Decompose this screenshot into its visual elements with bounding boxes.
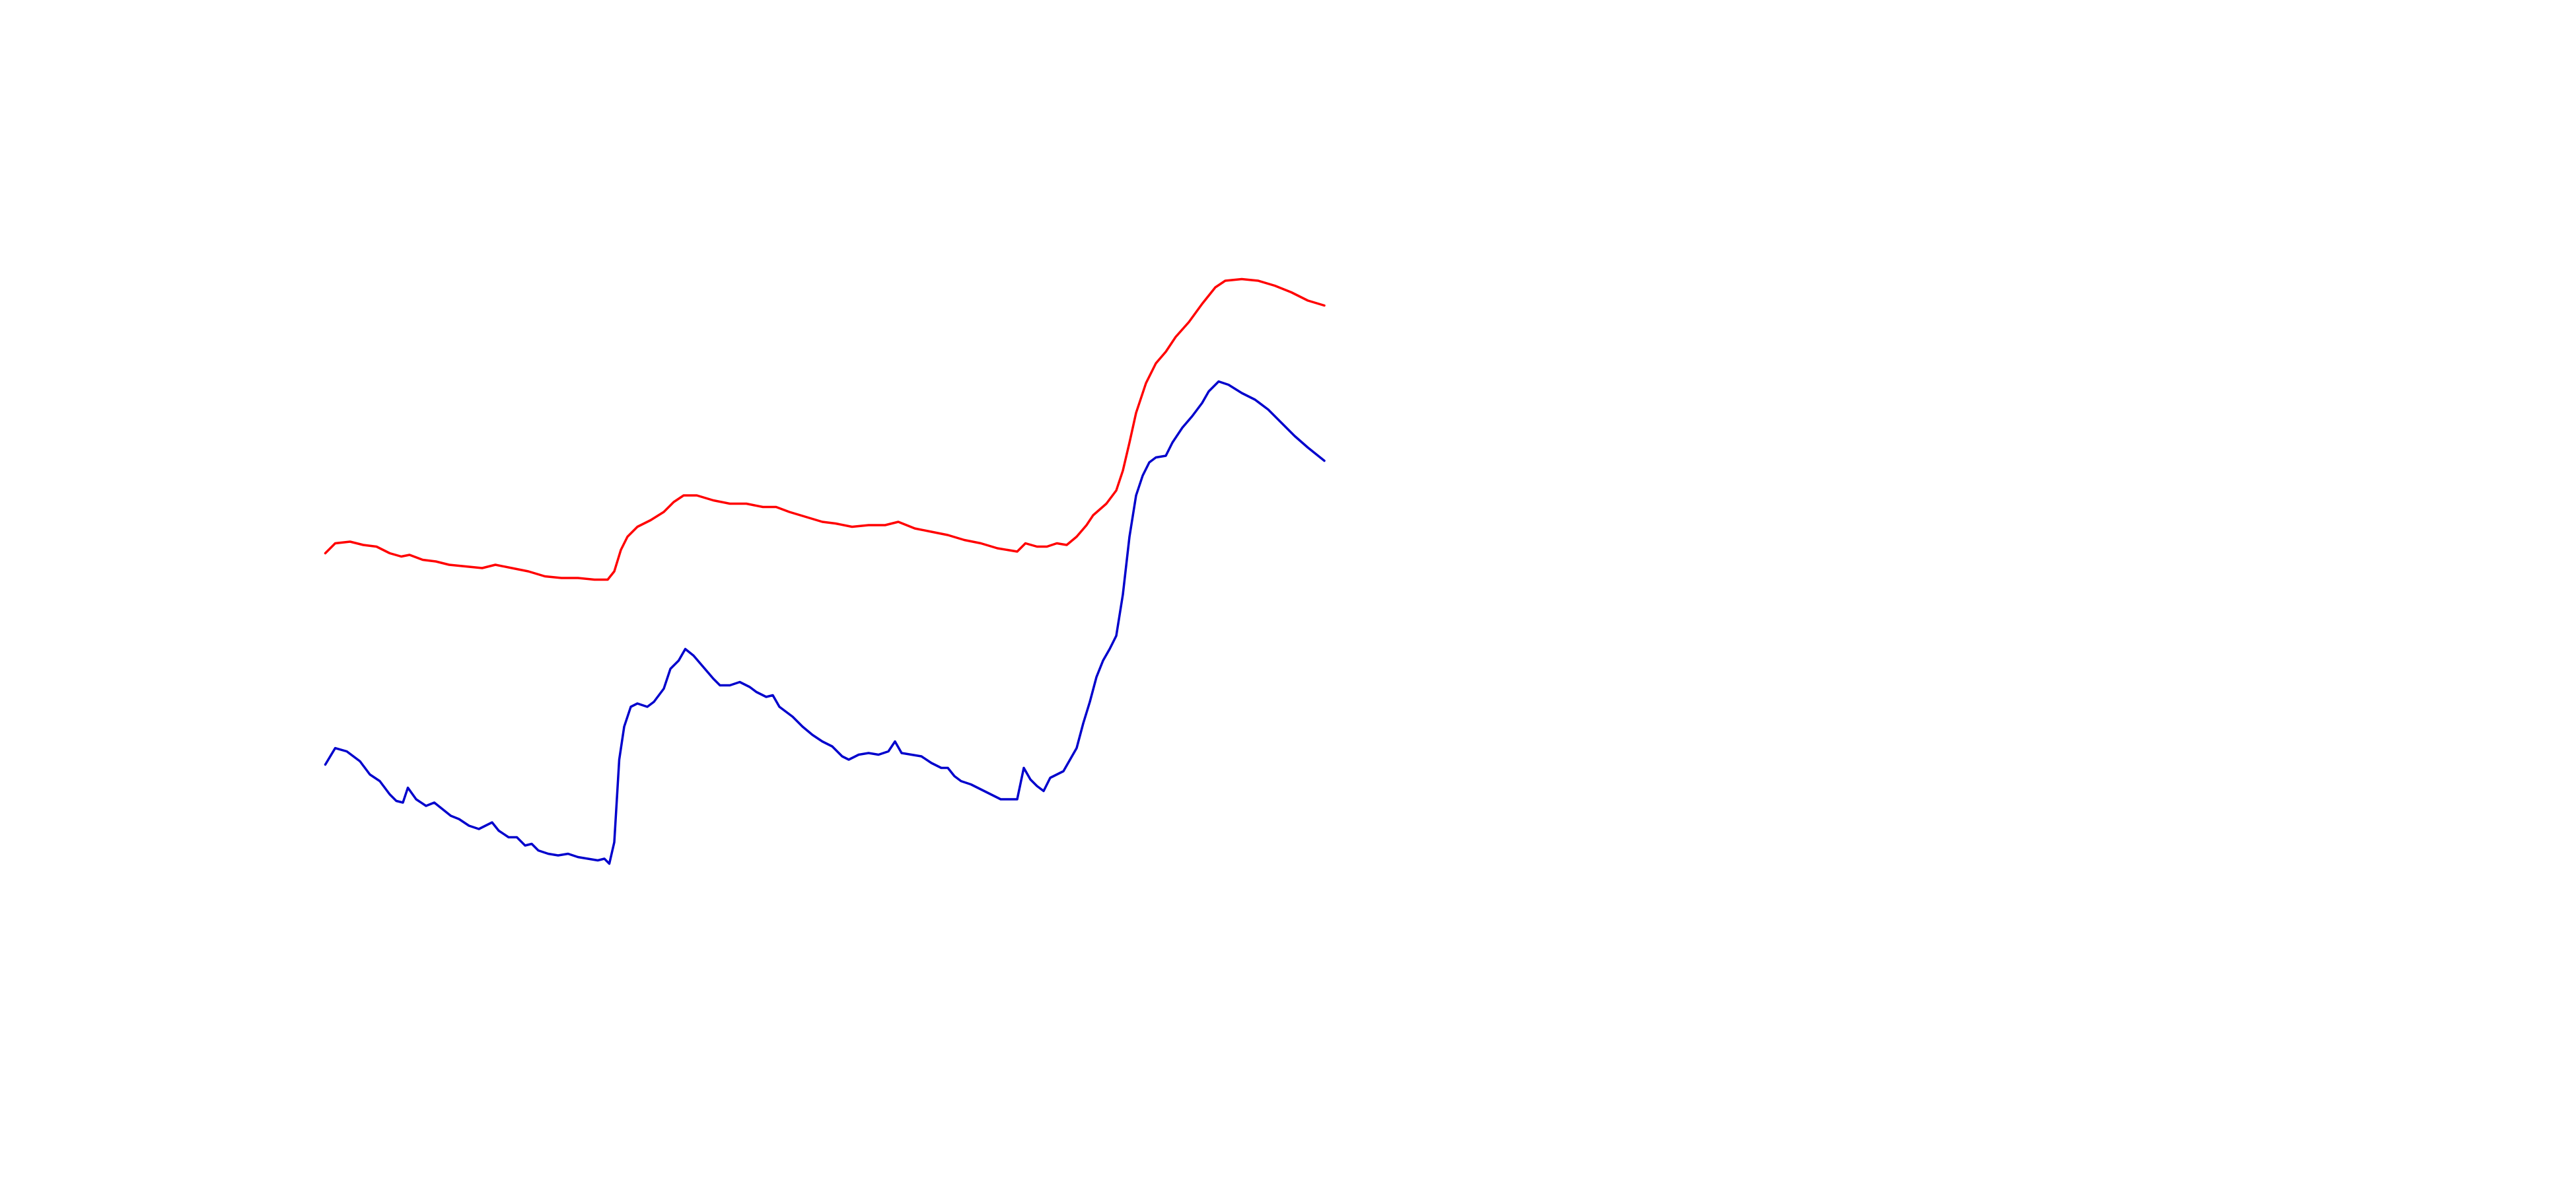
data-line — [324, 380, 1326, 865]
data-line — [324, 277, 1326, 581]
